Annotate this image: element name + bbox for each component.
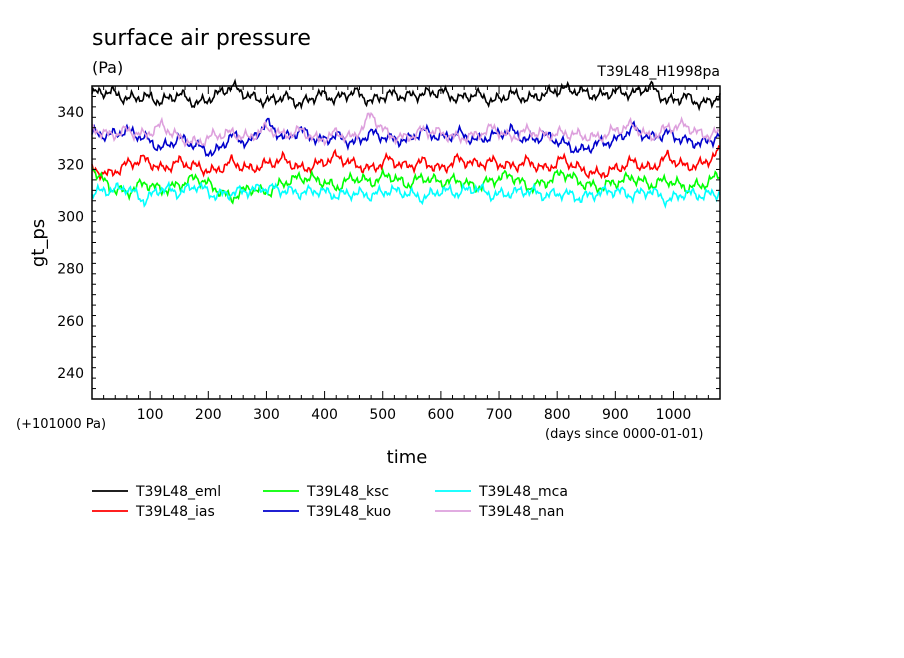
y-offset-note: (+101000 Pa) [16, 417, 106, 432]
series-line-T39L48_ksc [91, 166, 721, 205]
x-axis-label: time [387, 447, 428, 468]
series-line-T39L48_ias [91, 145, 721, 182]
x-tick-label: 1000 [656, 407, 692, 423]
series-line-T39L48_mca [91, 180, 721, 210]
legend-label-T39L48_mca: T39L48_mca [478, 484, 568, 500]
x-axis-units: (days since 0000-01-01) [545, 427, 703, 442]
series-line-T39L48_nan [91, 111, 721, 148]
x-tick-label: 700 [486, 407, 513, 423]
y-tick-label: 300 [57, 209, 84, 225]
legend-label-T39L48_eml: T39L48_eml [135, 484, 221, 500]
y-tick-label: 340 [57, 105, 84, 121]
x-tick-label: 100 [137, 407, 164, 423]
chart-title: surface air pressure [92, 26, 311, 51]
series-line-T39L48_eml [91, 78, 721, 112]
axes: 100 200 300 400 500 600 700 800 900 1000 240 260 280… [57, 85, 721, 423]
x-tick-label: 400 [311, 407, 338, 423]
chart-units: (Pa) [92, 58, 123, 77]
x-tick-label: 300 [253, 407, 280, 423]
experiment-tag: T39L48_H1998pa [596, 64, 720, 80]
plot-area [91, 78, 721, 210]
y-axis-label: gt_ps [28, 219, 49, 267]
x-tick-label: 900 [602, 407, 629, 423]
x-tick-label: 500 [369, 407, 396, 423]
plot-frame [91, 85, 721, 400]
legend-label-T39L48_kuo: T39L48_kuo [306, 504, 391, 520]
legend: T39L48_eml T39L48_ksc T39L48_mca T39L48_ias… [92, 484, 568, 520]
y-tick-label: 320 [57, 157, 84, 173]
y-tick-label: 240 [57, 366, 84, 382]
legend-label-T39L48_ksc: T39L48_ksc [306, 484, 389, 500]
legend-label-T39L48_ias: T39L48_ias [135, 504, 215, 520]
x-tick-label: 200 [195, 407, 222, 423]
y-tick-label: 280 [57, 262, 84, 278]
x-tick-label: 600 [428, 407, 455, 423]
series-line-T39L48_kuo [91, 117, 720, 158]
legend-label-T39L48_nan: T39L48_nan [478, 504, 564, 520]
y-tick-label: 260 [57, 314, 84, 330]
x-tick-label: 800 [544, 407, 571, 423]
